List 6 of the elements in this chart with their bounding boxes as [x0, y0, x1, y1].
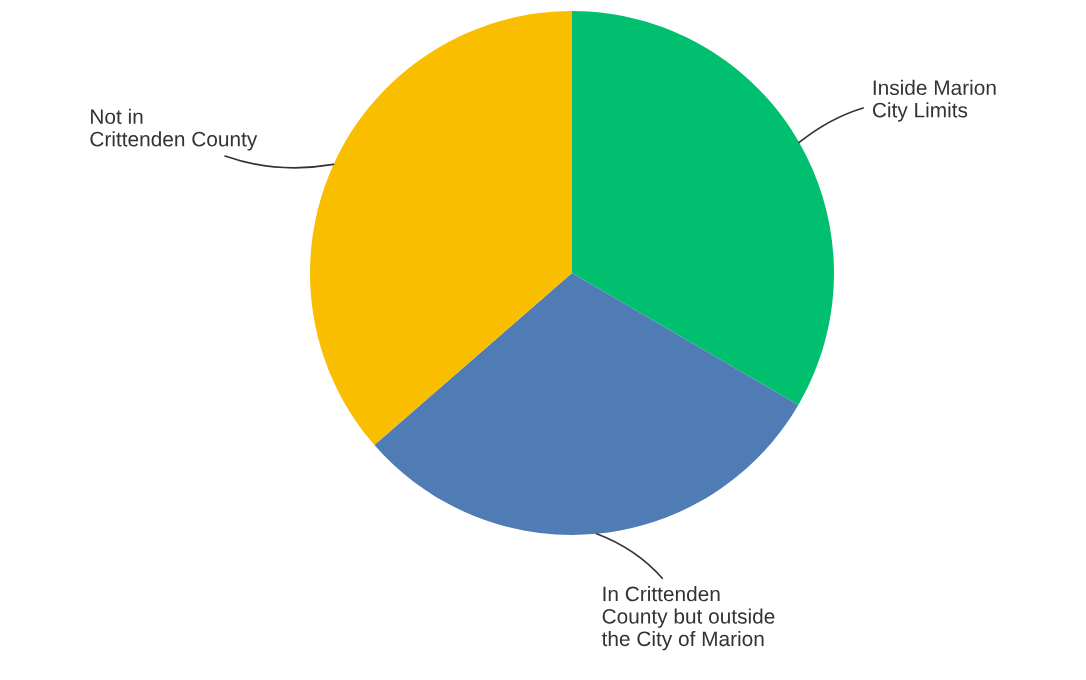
slice-label: In Crittenden County but outside the City of Marion: [601, 586, 775, 651]
pie-slice: [310, 11, 572, 446]
pie-slice: [374, 273, 799, 535]
slice-label: Not in Crittenden County: [90, 108, 258, 151]
pie-slice: [572, 11, 834, 405]
slice-label: Inside Marion City Limits: [872, 79, 996, 122]
